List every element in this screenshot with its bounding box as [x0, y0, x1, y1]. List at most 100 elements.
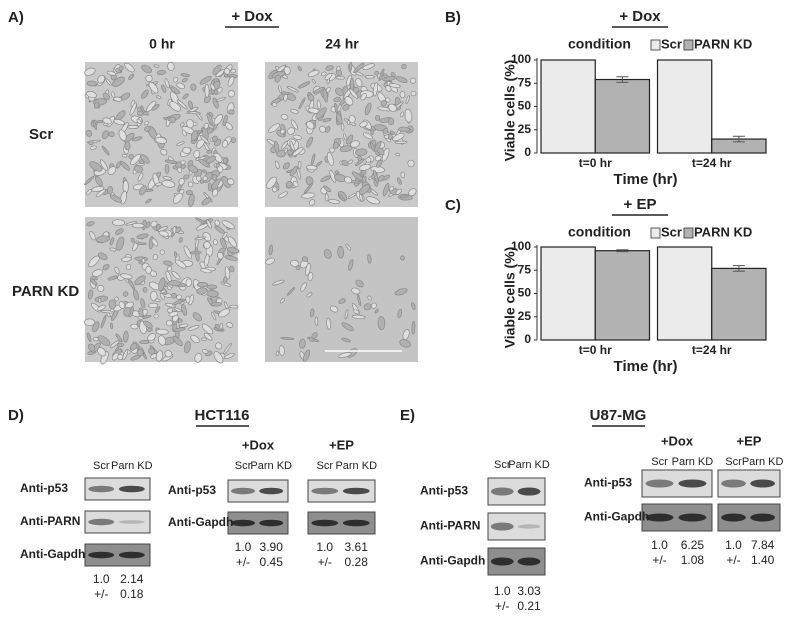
cell	[287, 149, 293, 156]
cell	[230, 137, 236, 144]
cell	[101, 130, 109, 140]
cell	[210, 83, 216, 91]
blot-strip	[487, 547, 546, 576]
cell	[182, 93, 189, 100]
cell	[114, 266, 120, 275]
x-tick-label: t=0 hr	[579, 343, 612, 357]
row-label: Anti-p53	[420, 484, 468, 498]
cell	[113, 96, 123, 102]
cell	[124, 62, 135, 73]
cell	[214, 225, 225, 234]
cell	[88, 140, 94, 146]
cell	[172, 226, 177, 234]
blot-band	[517, 557, 541, 566]
cell	[411, 321, 416, 335]
blot-band	[678, 513, 707, 522]
cell	[274, 74, 281, 83]
cell	[181, 77, 188, 83]
cell	[151, 103, 160, 111]
cell	[109, 340, 120, 349]
cell	[128, 153, 134, 160]
cell	[392, 132, 405, 142]
cell	[202, 232, 212, 242]
cell	[395, 188, 402, 195]
quantification-error: +/-	[652, 553, 666, 567]
cell	[153, 313, 159, 319]
legend-title: condition	[568, 36, 631, 52]
cell	[265, 257, 275, 265]
cell	[185, 190, 193, 196]
micrograph	[265, 217, 418, 362]
lane-label: Scr	[93, 460, 110, 472]
cell	[167, 307, 173, 314]
cell	[278, 191, 288, 199]
cell	[206, 112, 214, 126]
cell	[171, 292, 177, 299]
cell	[268, 123, 280, 133]
cell	[356, 293, 362, 307]
cell	[87, 289, 94, 300]
cell	[228, 109, 235, 115]
cell	[280, 297, 285, 304]
cell	[375, 114, 381, 121]
cell	[365, 196, 380, 205]
cell	[227, 76, 235, 87]
cell	[333, 96, 341, 103]
cell	[389, 185, 394, 192]
cell	[405, 95, 410, 104]
cell	[329, 147, 335, 153]
quantification: 1.0	[494, 584, 511, 598]
quantification: 6.25	[681, 538, 705, 552]
y-tick-label: 75	[518, 75, 532, 89]
cell	[394, 288, 408, 296]
cell	[124, 301, 134, 309]
x-tick-label: t=0 hr	[579, 156, 612, 170]
row-label: Anti-Gapdh	[420, 554, 485, 568]
quantification: 1.0	[651, 538, 668, 552]
cell	[211, 311, 217, 321]
cell	[401, 63, 407, 70]
cell	[362, 63, 375, 70]
cell	[326, 152, 334, 166]
cell	[223, 67, 231, 75]
cell	[316, 99, 321, 110]
blot-background	[84, 543, 151, 567]
cell	[115, 161, 121, 169]
cell	[273, 140, 280, 153]
cell	[100, 351, 109, 365]
cell	[280, 113, 289, 120]
cell	[212, 188, 219, 197]
blot-band	[342, 519, 370, 527]
cell	[204, 84, 210, 98]
cell	[297, 161, 302, 169]
blot-title: +Dox	[242, 437, 275, 452]
row-label: Anti-p53	[584, 476, 632, 490]
row-label: Anti-Gapdh	[168, 515, 233, 529]
cell	[156, 95, 162, 99]
cell	[181, 304, 187, 316]
cell	[183, 174, 190, 180]
cell	[319, 125, 326, 133]
cell	[201, 323, 214, 335]
cell	[307, 70, 320, 77]
cell	[272, 186, 278, 193]
cell	[297, 65, 302, 72]
cell	[292, 180, 299, 188]
blot-band	[118, 485, 145, 493]
cell	[215, 342, 223, 350]
cell	[114, 296, 119, 302]
cell	[224, 255, 238, 261]
cell	[141, 64, 152, 74]
y-axis-label: Viable cells (%)	[502, 60, 518, 162]
cell	[124, 141, 131, 151]
cell	[151, 238, 159, 247]
cell	[307, 94, 315, 102]
cell	[137, 172, 144, 182]
blot-strip	[84, 477, 151, 501]
blot-band	[517, 524, 541, 529]
x-tick-label: t=24 hr	[692, 156, 732, 170]
cell	[145, 74, 153, 83]
cell	[227, 236, 237, 248]
cell	[324, 72, 333, 81]
micrograph-background	[265, 217, 418, 362]
